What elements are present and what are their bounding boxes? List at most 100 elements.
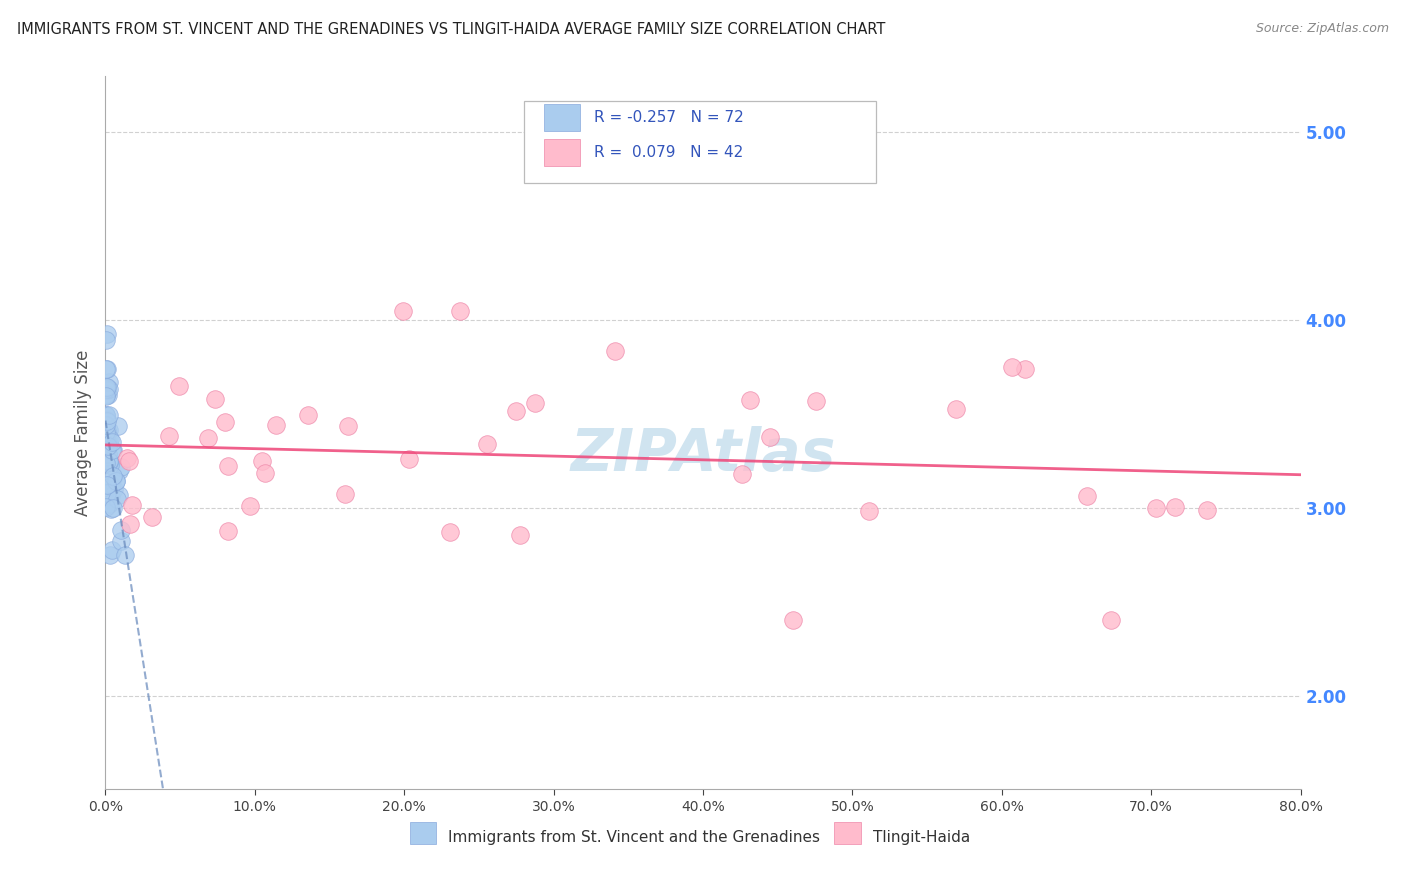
Point xyxy=(264,417,287,432)
Point xyxy=(96,424,118,438)
Point xyxy=(336,419,359,434)
Point xyxy=(759,430,782,444)
Point xyxy=(96,425,118,439)
Point xyxy=(98,477,121,491)
Point xyxy=(945,401,967,416)
Text: ZIPAtlas: ZIPAtlas xyxy=(571,425,835,483)
Point xyxy=(96,379,118,393)
Point xyxy=(94,387,117,401)
Point xyxy=(94,380,117,394)
Point xyxy=(167,379,190,393)
Point xyxy=(96,424,118,438)
Point xyxy=(1076,489,1098,503)
Point xyxy=(96,362,118,376)
Text: Tlingit-Haida: Tlingit-Haida xyxy=(873,830,970,845)
Text: Source: ZipAtlas.com: Source: ZipAtlas.com xyxy=(1256,22,1389,36)
Point xyxy=(439,525,461,540)
Point xyxy=(100,479,122,493)
Point xyxy=(101,434,124,449)
Point xyxy=(157,428,180,442)
Point xyxy=(104,474,127,488)
Point xyxy=(96,456,118,470)
Point xyxy=(96,409,118,423)
Point xyxy=(108,464,131,478)
Point xyxy=(94,500,117,514)
Point xyxy=(96,442,118,457)
Point xyxy=(603,343,626,358)
Point xyxy=(94,383,117,397)
Point xyxy=(97,447,120,461)
Point xyxy=(97,409,120,423)
Point xyxy=(96,333,118,347)
Text: R = -0.257   N = 72: R = -0.257 N = 72 xyxy=(595,111,744,125)
Point xyxy=(738,393,761,408)
Point xyxy=(96,413,118,427)
Y-axis label: Average Family Size: Average Family Size xyxy=(73,350,91,516)
Point xyxy=(97,423,120,437)
Point xyxy=(100,501,122,516)
Point xyxy=(858,504,880,518)
Point xyxy=(94,442,117,456)
FancyBboxPatch shape xyxy=(524,101,876,183)
Point xyxy=(105,475,128,489)
Point xyxy=(94,440,117,454)
Point xyxy=(101,500,124,515)
Point xyxy=(94,408,117,422)
Point xyxy=(110,523,132,537)
Text: R =  0.079   N = 42: R = 0.079 N = 42 xyxy=(595,145,744,160)
Point xyxy=(94,362,117,376)
Point xyxy=(94,389,117,403)
Point xyxy=(100,489,122,503)
Point xyxy=(505,403,527,417)
Point xyxy=(103,471,125,485)
Point xyxy=(1197,503,1219,517)
Point xyxy=(97,431,120,445)
Point xyxy=(96,408,118,422)
Point xyxy=(101,442,124,457)
Point xyxy=(103,482,125,496)
Point xyxy=(96,388,118,402)
Point xyxy=(333,487,356,501)
Point xyxy=(217,524,239,538)
Point xyxy=(1001,360,1024,375)
Point xyxy=(509,528,531,542)
Point xyxy=(101,542,124,557)
FancyBboxPatch shape xyxy=(835,822,860,844)
Point xyxy=(103,468,125,483)
Point xyxy=(98,458,121,472)
Point xyxy=(97,455,120,469)
Point xyxy=(217,458,239,473)
Point xyxy=(96,414,118,428)
Point xyxy=(110,460,132,475)
Point xyxy=(96,425,118,440)
Point xyxy=(120,516,142,531)
Point xyxy=(98,548,121,562)
FancyBboxPatch shape xyxy=(411,822,436,844)
Point xyxy=(804,394,827,409)
Point xyxy=(94,386,117,401)
Point xyxy=(475,437,498,451)
Point xyxy=(1014,361,1036,376)
Point xyxy=(96,326,118,341)
Point xyxy=(96,433,118,447)
Point xyxy=(98,456,121,470)
Point xyxy=(97,434,120,449)
Point xyxy=(97,375,120,389)
Point xyxy=(105,492,128,507)
FancyBboxPatch shape xyxy=(544,104,579,131)
Point xyxy=(214,415,236,429)
Text: Immigrants from St. Vincent and the Grenadines: Immigrants from St. Vincent and the Gren… xyxy=(449,830,821,845)
Point xyxy=(449,303,471,318)
Text: IMMIGRANTS FROM ST. VINCENT AND THE GRENADINES VS TLINGIT-HAIDA AVERAGE FAMILY S: IMMIGRANTS FROM ST. VINCENT AND THE GREN… xyxy=(17,22,886,37)
Point xyxy=(94,437,117,451)
Point xyxy=(107,488,129,502)
Point xyxy=(107,418,129,433)
Point xyxy=(523,396,546,410)
Point xyxy=(96,443,118,458)
Point xyxy=(94,417,117,432)
Point xyxy=(118,454,141,468)
FancyBboxPatch shape xyxy=(544,138,579,166)
Point xyxy=(115,451,138,466)
Point xyxy=(1164,500,1187,514)
Point xyxy=(98,382,121,396)
